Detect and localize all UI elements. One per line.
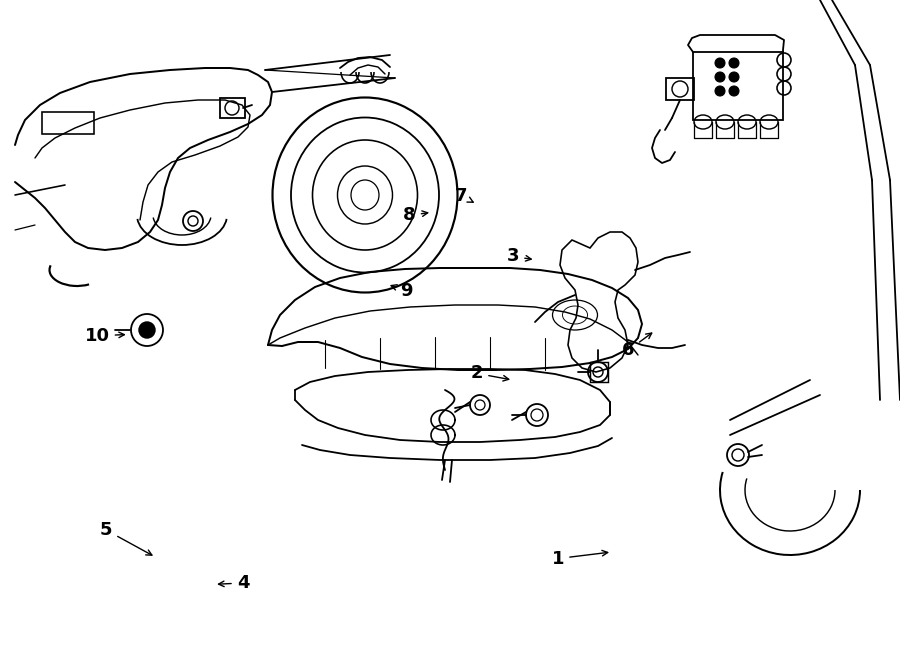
Circle shape [715,72,725,82]
Text: 10: 10 [85,327,124,345]
Text: 8: 8 [403,206,427,225]
Bar [666,78,694,100]
Text: 4: 4 [219,574,249,592]
Circle shape [715,86,725,96]
Bar [220,98,245,118]
Text: 1: 1 [552,549,608,568]
Circle shape [729,72,739,82]
Bar [590,362,608,382]
Text: 5: 5 [100,521,152,555]
Circle shape [729,58,739,68]
Text: 9: 9 [392,282,413,300]
Text: 6: 6 [622,333,652,360]
Text: 2: 2 [471,364,508,383]
Circle shape [715,58,725,68]
Bar [693,52,783,120]
Text: 7: 7 [454,186,473,205]
Circle shape [139,322,155,338]
Text: 3: 3 [507,247,531,266]
Bar [42,112,94,134]
Circle shape [729,86,739,96]
